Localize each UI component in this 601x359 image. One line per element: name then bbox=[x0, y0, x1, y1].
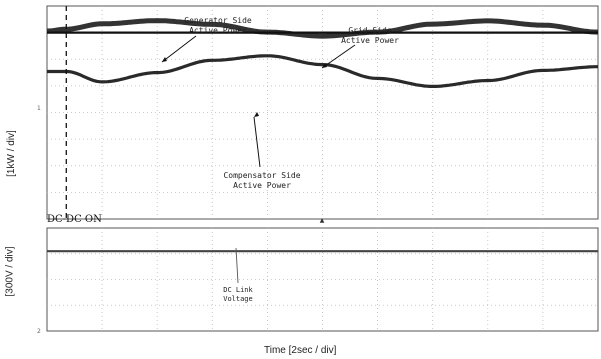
top-y-axis-label: [1kW / div] bbox=[5, 130, 17, 177]
center-trigger-marker: ▲ bbox=[320, 217, 325, 224]
grid-side-arrowhead bbox=[322, 63, 327, 68]
dcdc-on-label: DC-DC ON bbox=[47, 214, 102, 225]
generator-side-arrowhead bbox=[162, 57, 167, 62]
bottom-y-axis-label: [300V / div] bbox=[4, 246, 16, 297]
series-line-0-2 bbox=[47, 54, 598, 89]
grid-side-label: Grid Side Active Power bbox=[341, 26, 399, 45]
compensator-side-pointer bbox=[253, 116, 261, 168]
x-axis-label: Time [2sec / div] bbox=[264, 345, 337, 356]
channel-ground-marker-bottom: 2 bbox=[37, 328, 41, 335]
compensator-side-arrowhead bbox=[254, 112, 259, 117]
generator-side-label: Generator Side Active Power bbox=[184, 16, 252, 35]
dc-link-voltage-label: DC Link Voltage bbox=[223, 286, 253, 303]
compensator-side-label: Compensator Side Active Power bbox=[223, 171, 300, 190]
grid-side-pointer bbox=[321, 44, 356, 69]
series-line-0-0 bbox=[46, 18, 599, 39]
generator-side-pointer bbox=[161, 35, 197, 63]
channel-ground-marker-top: 1 bbox=[37, 105, 41, 112]
dc-link-voltage-pointer bbox=[235, 247, 239, 284]
